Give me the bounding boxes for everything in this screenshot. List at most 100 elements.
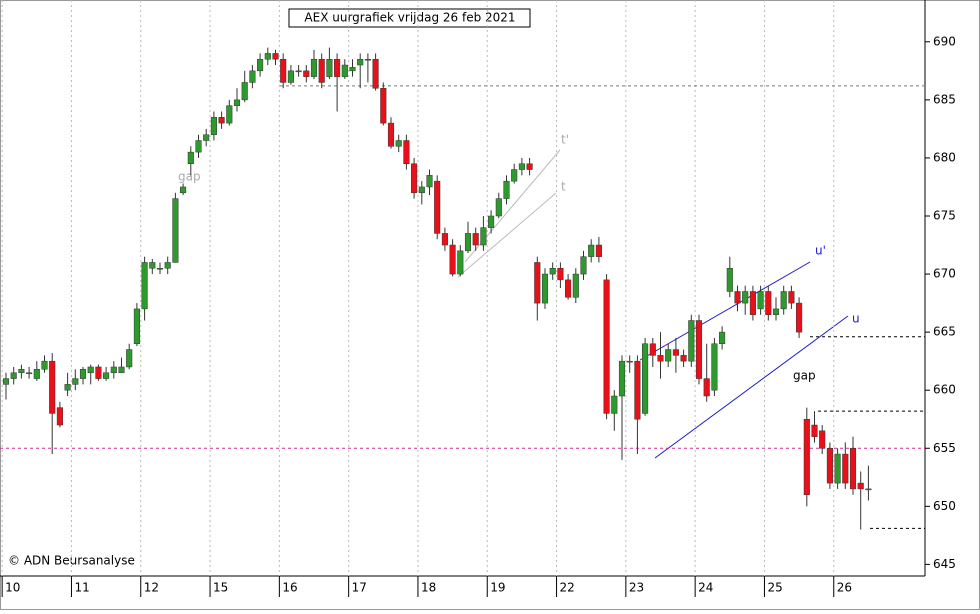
candle-body — [287, 70, 294, 83]
candle-body — [387, 122, 395, 147]
candle-body — [588, 244, 595, 257]
candle-body — [210, 117, 217, 135]
candle-body — [819, 430, 826, 449]
candle-body — [2, 378, 10, 385]
x-tick-label: 26 — [837, 581, 852, 595]
candle-body — [10, 372, 17, 379]
candle-body — [33, 369, 40, 379]
candle-body — [634, 360, 641, 420]
candle-body — [649, 343, 656, 356]
y-tick-label: 665 — [933, 325, 956, 339]
x-tick-label: 18 — [421, 581, 436, 595]
candle-body — [780, 291, 787, 310]
candle-body — [64, 384, 71, 391]
candle-body — [126, 349, 133, 368]
chart-title: AEX uurgrafiek vrijdag 26 feb 2021 — [304, 11, 515, 25]
candle-body — [295, 70, 302, 73]
candle-body — [26, 372, 33, 375]
candle-body — [626, 360, 633, 363]
candle-body — [511, 169, 518, 182]
candle-body — [110, 366, 117, 374]
x-tick-label: 11 — [74, 581, 89, 595]
trend-line — [654, 315, 849, 459]
annotation: u' — [815, 244, 826, 258]
candle-body — [449, 244, 456, 275]
y-tick-label: 650 — [933, 499, 956, 513]
candle-body — [164, 262, 171, 269]
candle-body — [172, 198, 179, 263]
candle-body — [749, 291, 756, 315]
x-tick-label: 10 — [5, 581, 20, 595]
candle-body — [411, 163, 418, 194]
candle-body — [326, 58, 333, 77]
y-tick-label: 670 — [933, 267, 956, 281]
candle-body — [241, 82, 248, 101]
candle-body — [141, 262, 148, 310]
candle-body — [226, 105, 233, 124]
trend-line — [639, 261, 811, 361]
candle-body — [849, 448, 857, 490]
candle-body — [372, 58, 379, 89]
candle-body — [580, 256, 587, 275]
y-tick-label: 655 — [933, 441, 956, 455]
candle-body — [264, 53, 271, 60]
y-tick-label: 675 — [933, 209, 956, 223]
candle-body — [480, 227, 487, 246]
candle-body — [665, 349, 672, 362]
candle-body — [233, 99, 241, 106]
candle-body — [772, 308, 780, 315]
candle-body — [334, 58, 341, 77]
annotation: t' — [561, 133, 569, 147]
candle-body — [534, 262, 541, 304]
candle-body — [565, 279, 572, 298]
candle-body — [503, 180, 510, 199]
candle-body — [272, 53, 279, 60]
candle-body — [41, 360, 48, 370]
candle-body — [341, 64, 348, 77]
candle-body — [472, 233, 479, 246]
y-tick-label: 660 — [933, 383, 956, 397]
candle-body — [595, 244, 602, 257]
candle-body — [403, 140, 410, 164]
candle-body — [303, 70, 310, 77]
x-tick-label: 22 — [560, 581, 575, 595]
x-tick-label: 23 — [629, 581, 644, 595]
y-tick-label: 685 — [933, 92, 956, 106]
candle-body — [603, 279, 610, 414]
candle-body — [133, 308, 140, 344]
candle-body — [380, 88, 387, 124]
candle-body — [826, 448, 833, 484]
candle-body — [703, 378, 710, 397]
candle-body — [434, 180, 441, 234]
annotation: u — [852, 312, 860, 326]
trend-line — [457, 192, 557, 278]
candle-body — [734, 291, 741, 304]
candle-body — [788, 291, 795, 304]
candle-body — [87, 366, 94, 374]
candle-body — [857, 482, 864, 490]
candle-body — [280, 58, 287, 83]
x-tick-label: 19 — [490, 581, 505, 595]
y-tick-label: 690 — [933, 34, 956, 48]
y-tick-label: 645 — [933, 557, 956, 571]
annotation: gap — [178, 170, 201, 184]
candle-body — [318, 58, 325, 83]
candle-body — [765, 291, 772, 315]
candle-body — [811, 424, 818, 437]
candle-body — [464, 233, 472, 252]
candle-body — [218, 117, 225, 124]
candle-body — [557, 268, 564, 281]
candle-body — [426, 175, 433, 188]
candle-body — [103, 372, 110, 379]
candle-body — [457, 250, 464, 275]
candle-body — [95, 366, 102, 379]
candle-body — [249, 70, 256, 83]
x-tick-label: 12 — [144, 581, 159, 595]
x-tick-label: 24 — [698, 581, 713, 595]
candle-body — [688, 320, 695, 362]
candle-body — [310, 58, 318, 77]
candle-body — [149, 262, 156, 269]
candle-body — [118, 366, 125, 374]
